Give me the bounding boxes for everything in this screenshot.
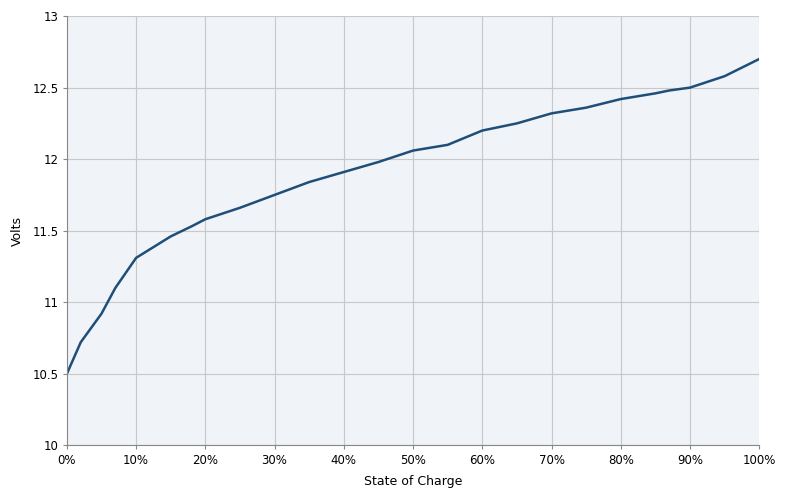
X-axis label: State of Charge: State of Charge — [364, 475, 462, 488]
Y-axis label: Volts: Volts — [11, 216, 24, 246]
